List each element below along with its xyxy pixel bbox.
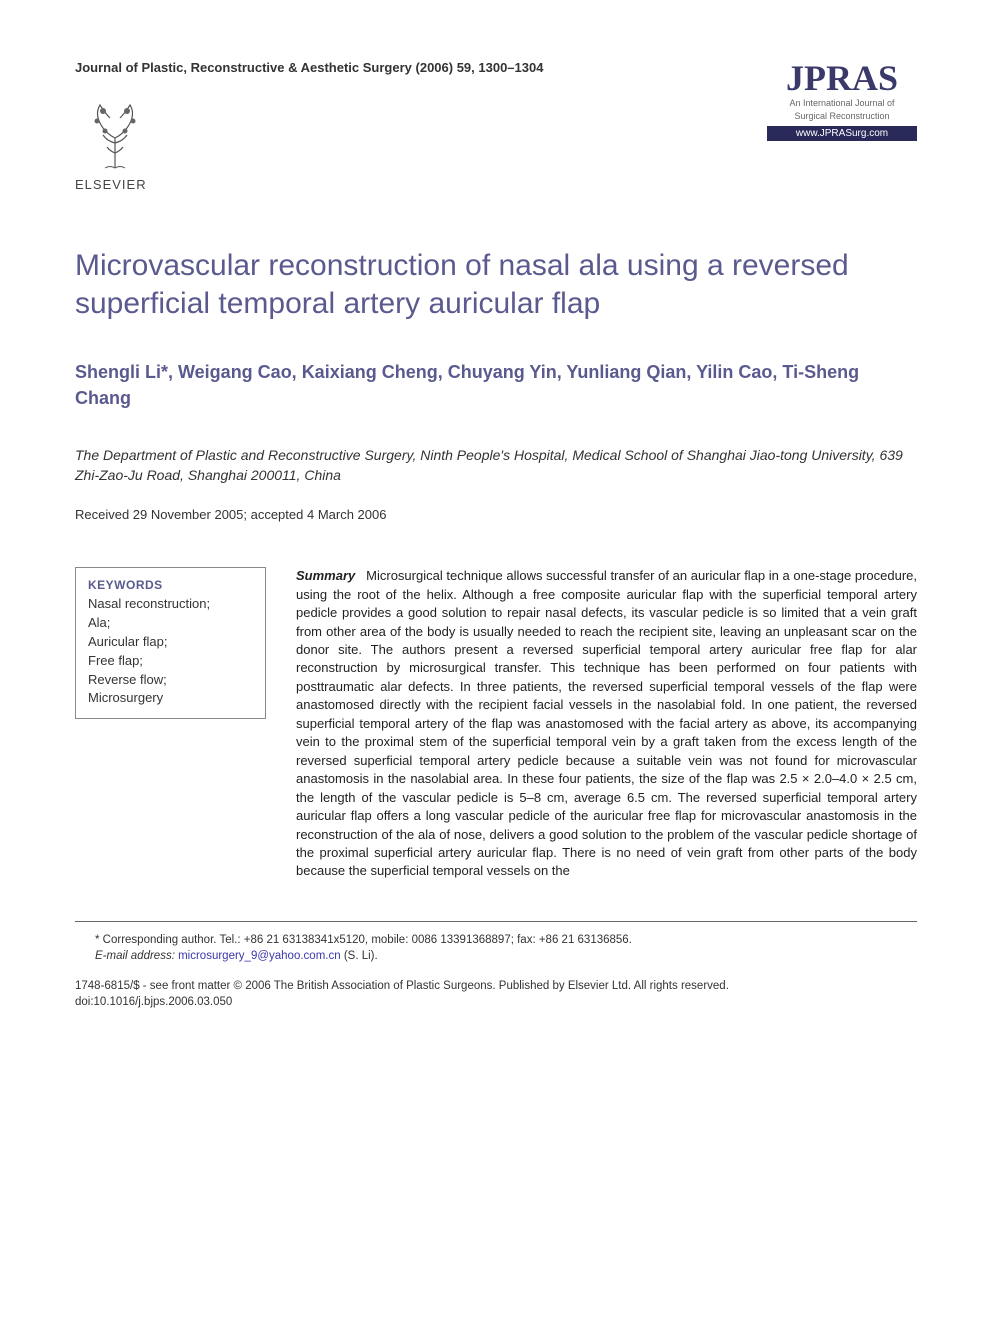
keywords-box: KEYWORDS Nasal reconstruction; Ala; Auri…: [75, 567, 266, 719]
jpras-url[interactable]: www.JPRASurg.com: [767, 126, 917, 141]
keywords-list: Nasal reconstruction; Ala; Auricular fla…: [88, 595, 253, 708]
copyright-footer: 1748-6815/$ - see front matter © 2006 Th…: [75, 978, 917, 1010]
article-title: Microvascular reconstruction of nasal al…: [75, 247, 917, 324]
affiliation: The Department of Plastic and Reconstruc…: [75, 446, 917, 485]
summary-label: Summary: [296, 568, 355, 583]
corresponding-email-line: E-mail address: microsurgery_9@yahoo.com…: [95, 948, 917, 964]
jpras-subtitle-2: Surgical Reconstruction: [767, 111, 917, 122]
jpras-badge: JPRAS An International Journal of Surgic…: [767, 60, 917, 141]
email-link[interactable]: microsurgery_9@yahoo.com.cn: [178, 950, 341, 962]
summary-text: Summary Microsurgical technique allows s…: [296, 567, 917, 881]
corresponding-line: * Corresponding author. Tel.: +86 21 631…: [95, 932, 917, 948]
header-row: Journal of Plastic, Reconstructive & Aes…: [75, 60, 917, 192]
header-left: Journal of Plastic, Reconstructive & Aes…: [75, 60, 543, 192]
jpras-logo-text: JPRAS: [767, 60, 917, 96]
email-suffix: (S. Li).: [344, 950, 378, 962]
article-dates: Received 29 November 2005; accepted 4 Ma…: [75, 507, 917, 522]
email-label: E-mail address:: [95, 950, 175, 962]
publisher-name: ELSEVIER: [75, 177, 175, 192]
elsevier-tree-icon: [75, 93, 155, 173]
publisher-block: ELSEVIER: [75, 93, 175, 192]
summary-body: Microsurgical technique allows successfu…: [296, 568, 917, 878]
keywords-heading: KEYWORDS: [88, 578, 253, 592]
copyright-line: 1748-6815/$ - see front matter © 2006 Th…: [75, 978, 917, 994]
author-list: Shengli Li*, Weigang Cao, Kaixiang Cheng…: [75, 359, 917, 411]
doi-line: doi:10.1016/j.bjps.2006.03.050: [75, 994, 917, 1010]
corresponding-author-block: * Corresponding author. Tel.: +86 21 631…: [75, 932, 917, 964]
body-row: KEYWORDS Nasal reconstruction; Ala; Auri…: [75, 567, 917, 881]
article-page: Journal of Plastic, Reconstructive & Aes…: [0, 0, 992, 1060]
jpras-subtitle-1: An International Journal of: [767, 98, 917, 109]
journal-citation: Journal of Plastic, Reconstructive & Aes…: [75, 60, 543, 75]
footnote-rule: [75, 921, 917, 922]
